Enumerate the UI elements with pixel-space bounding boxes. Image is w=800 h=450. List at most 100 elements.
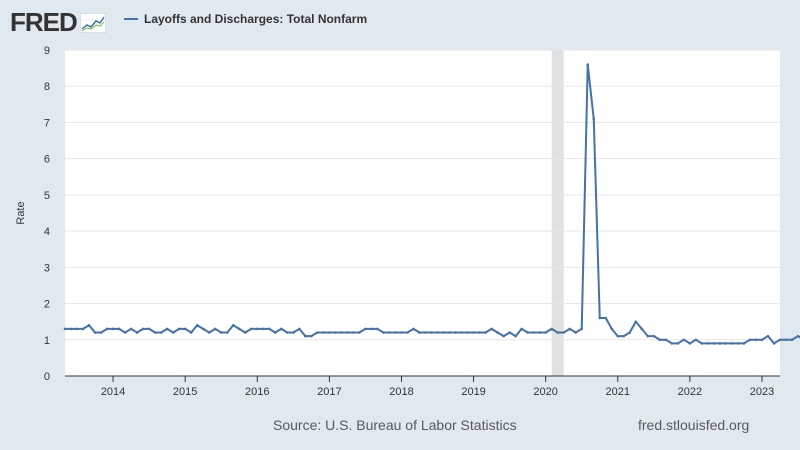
gridlines <box>65 49 780 341</box>
data-point <box>574 331 578 334</box>
x-tick-label: 2017 <box>317 386 341 398</box>
data-point <box>568 327 572 331</box>
data-point <box>81 327 85 331</box>
y-axis-label: Rate <box>15 201 27 224</box>
x-tick-label: 2020 <box>533 386 557 398</box>
data-point <box>424 331 427 334</box>
x-tick-label: 2023 <box>750 386 774 398</box>
data-point <box>640 327 644 331</box>
footer-source: Source: U.S. Bureau of Labor Statistics <box>273 417 517 433</box>
recession-layer <box>551 50 564 376</box>
y-tick-label: 3 <box>44 262 50 274</box>
data-point <box>376 327 379 331</box>
fred-logo-text: FRED <box>10 7 78 37</box>
data-point <box>292 331 295 334</box>
data-point <box>496 331 499 334</box>
data-point <box>213 327 217 331</box>
data-point <box>532 331 535 334</box>
recession-band <box>551 50 564 376</box>
data-point <box>508 331 511 334</box>
legend-swatch <box>124 18 138 20</box>
data-point <box>75 327 79 331</box>
data-point <box>730 342 734 345</box>
data-point <box>189 331 193 334</box>
data-point <box>448 331 451 334</box>
data-point <box>592 117 596 121</box>
x-tick-label: 2018 <box>389 386 413 398</box>
data-point <box>418 331 421 334</box>
y-tick-label: 7 <box>44 117 50 129</box>
data-point <box>550 327 553 331</box>
data-point <box>556 331 559 334</box>
data-point <box>364 327 367 331</box>
data-point <box>760 338 764 342</box>
data-point <box>237 327 241 331</box>
data-point <box>171 331 175 334</box>
data-point <box>165 327 169 331</box>
data-point <box>153 331 157 334</box>
data-point <box>694 338 698 342</box>
data-point <box>231 323 235 327</box>
data-point <box>382 331 385 334</box>
data-point <box>784 338 788 342</box>
data-point <box>748 338 752 342</box>
data-point <box>778 338 782 342</box>
data-point <box>388 331 391 334</box>
data-point <box>514 334 517 338</box>
data-point <box>484 331 487 334</box>
data-point <box>430 331 433 334</box>
y-tick-label: 4 <box>44 226 50 238</box>
data-point <box>538 331 541 334</box>
data-point <box>736 342 740 345</box>
data-point <box>340 331 343 334</box>
data-point <box>580 327 584 331</box>
data-point <box>298 327 301 331</box>
data-point <box>117 327 121 331</box>
data-point <box>286 331 289 334</box>
data-point <box>688 342 692 345</box>
data-point <box>334 331 337 334</box>
data-point <box>700 342 704 345</box>
y-axis-ticks: 0 1 2 3 4 5 6 7 8 9 <box>44 45 50 383</box>
data-point <box>466 331 469 334</box>
data-point <box>598 316 602 320</box>
data-point <box>63 327 67 331</box>
data-point <box>177 327 181 331</box>
data-point <box>520 327 523 331</box>
y-tick-label: 9 <box>44 45 50 57</box>
data-point <box>69 327 73 331</box>
data-point <box>634 320 638 323</box>
data-point <box>280 327 283 331</box>
data-point <box>99 331 103 334</box>
fred-sparkline-icon <box>79 12 106 33</box>
data-point <box>111 327 115 331</box>
data-point <box>652 334 656 338</box>
data-point <box>304 334 307 338</box>
data-point <box>622 334 626 338</box>
data-point <box>267 327 271 331</box>
data-point <box>754 338 758 342</box>
data-point <box>261 327 265 331</box>
data-point <box>712 342 716 345</box>
data-point <box>225 331 229 334</box>
plot-area <box>65 50 780 376</box>
y-tick-label: 8 <box>44 81 50 93</box>
data-point <box>502 334 505 338</box>
data-point <box>460 331 463 334</box>
y-tick-label: 0 <box>44 371 50 383</box>
x-tick-label: 2016 <box>245 386 269 398</box>
fred-logo[interactable]: FRED <box>10 7 106 38</box>
data-point <box>195 323 199 327</box>
data-point <box>472 331 475 334</box>
data-point <box>159 331 163 334</box>
data-point <box>766 334 770 338</box>
y-tick-label: 1 <box>44 335 50 347</box>
footer-url[interactable]: fred.stlouisfed.org <box>638 417 750 433</box>
data-point <box>201 327 205 331</box>
data-point <box>604 316 608 320</box>
data-point <box>478 331 481 334</box>
data-point <box>147 327 151 331</box>
data-point <box>406 331 409 334</box>
data-point <box>646 334 650 338</box>
